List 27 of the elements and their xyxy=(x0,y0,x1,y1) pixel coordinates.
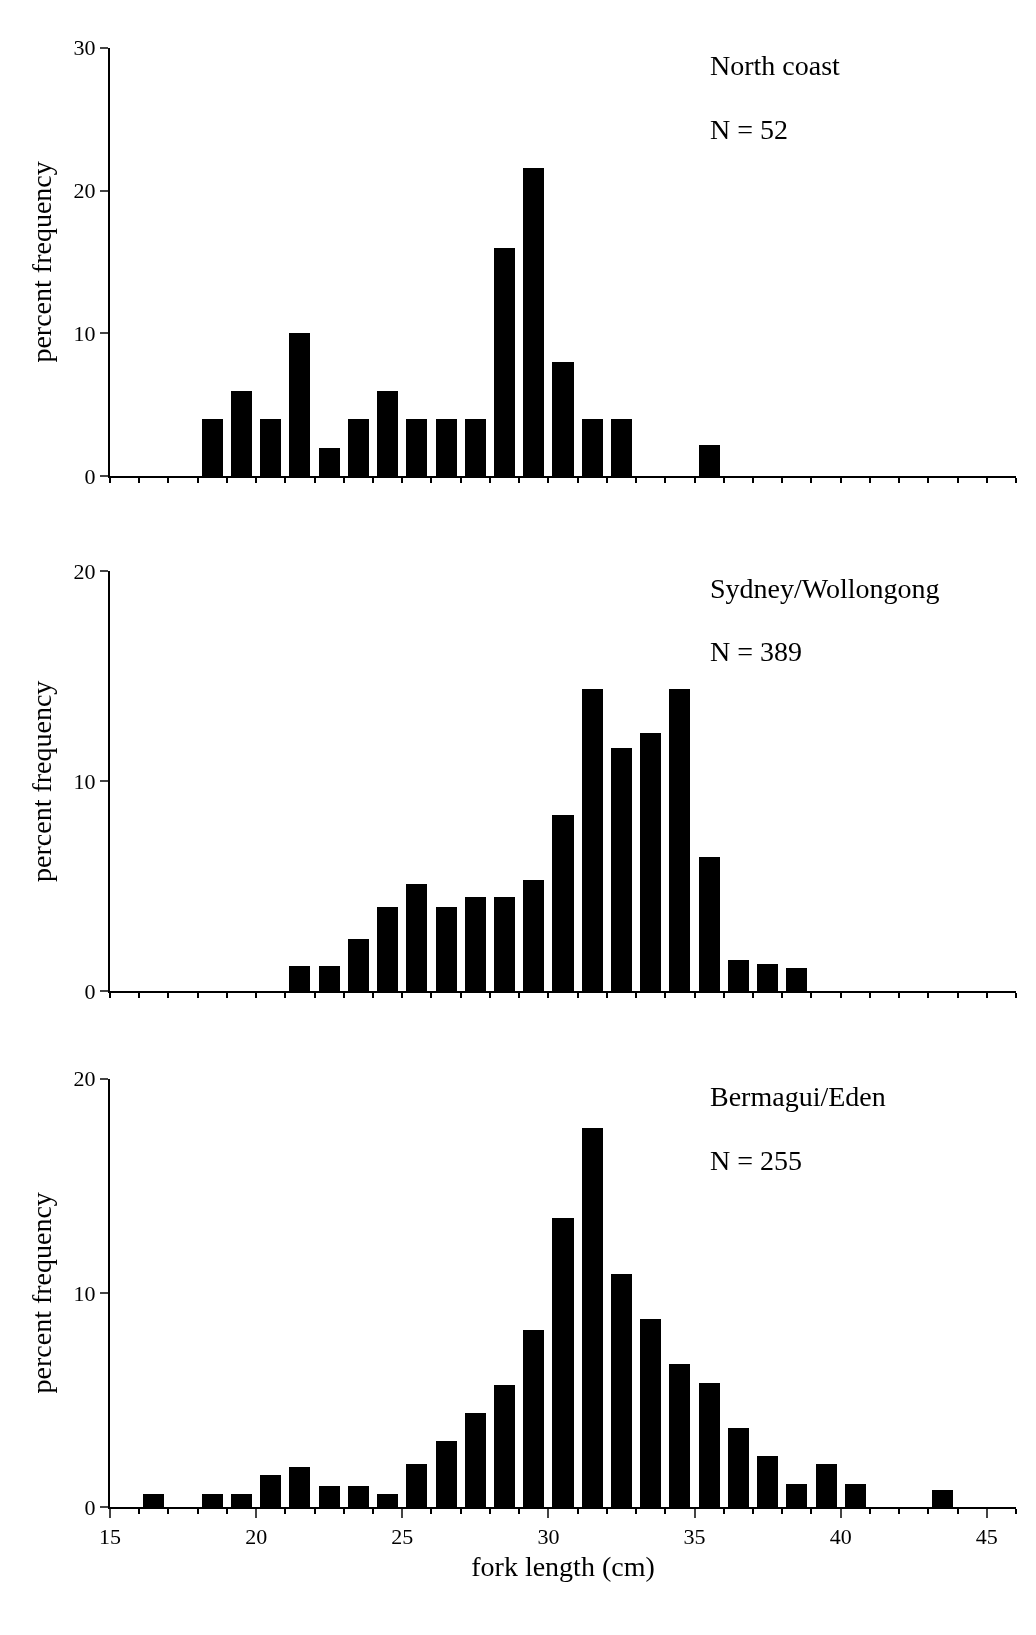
y-tick-label: 10 xyxy=(73,1280,96,1306)
y-tick-label: 0 xyxy=(84,1494,96,1520)
y-tick-label: 20 xyxy=(73,1066,96,1092)
annotation: Bermagui/Eden xyxy=(710,1081,886,1112)
x-axis-title: fork length (cm) xyxy=(471,1550,655,1582)
x-tick-label: 20 xyxy=(245,1524,268,1550)
x-tick-label: 45 xyxy=(975,1524,998,1550)
y-tick-label: 10 xyxy=(73,320,96,346)
x-tick-label: 30 xyxy=(537,1524,560,1550)
x-tick-label: 25 xyxy=(391,1524,414,1550)
annotation: N = 52 xyxy=(710,114,789,145)
x-tick-label: 35 xyxy=(683,1524,706,1550)
annotation: N = 389 xyxy=(710,636,803,667)
annotation: N = 255 xyxy=(710,1145,803,1176)
annotation: North coast xyxy=(710,50,841,81)
y-axis-title: percent frequency xyxy=(25,1192,57,1394)
y-axis-title: percent frequency xyxy=(25,161,57,363)
y-axis-title: percent frequency xyxy=(25,680,57,882)
y-tick-label: 20 xyxy=(73,178,96,204)
y-tick-label: 0 xyxy=(84,463,96,489)
y-tick-label: 0 xyxy=(84,979,96,1005)
y-tick-label: 30 xyxy=(73,35,96,61)
annotation: Sydney/Wollongong xyxy=(710,573,940,604)
y-tick-label: 10 xyxy=(73,769,96,795)
y-tick-label: 20 xyxy=(73,558,96,584)
x-tick-label: 40 xyxy=(829,1524,852,1550)
x-tick-label: 15 xyxy=(99,1524,121,1550)
